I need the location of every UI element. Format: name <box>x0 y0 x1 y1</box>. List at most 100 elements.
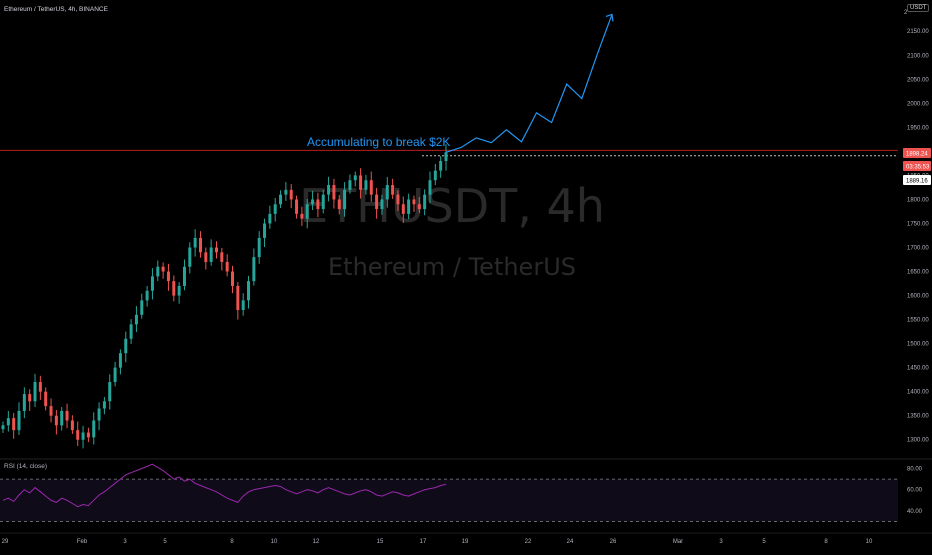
candle-body <box>28 394 32 402</box>
candle-body <box>204 252 208 262</box>
currency-badge[interactable]: USDT <box>907 4 930 12</box>
x-tick-label: Mar <box>673 539 683 545</box>
x-tick-label: 3 <box>123 539 127 545</box>
candle-body <box>172 281 176 296</box>
y-tick-label: 2050.00 <box>907 77 929 83</box>
x-tick-label: 15 <box>377 539 384 545</box>
candle-body <box>247 281 251 301</box>
candle-body <box>17 410 21 431</box>
rsi-tick-label: 80.00 <box>907 466 923 472</box>
candle-body <box>348 180 352 190</box>
x-tick-label: 5 <box>762 539 766 545</box>
candle-body <box>113 367 117 383</box>
candle-body <box>343 189 347 210</box>
candle-body <box>268 213 272 224</box>
candle-body <box>295 199 299 214</box>
candle-body <box>305 204 309 219</box>
countdown-badge-bg <box>903 161 931 171</box>
candle-body <box>257 237 261 258</box>
candle-body <box>273 204 277 214</box>
candle-body <box>182 266 186 286</box>
candle-body <box>236 285 240 310</box>
candle-body <box>417 204 421 210</box>
candle-body <box>22 394 26 411</box>
candle-body <box>391 185 395 195</box>
candle-body <box>134 314 138 325</box>
projection-arrowhead <box>605 13 614 22</box>
candle-body <box>396 194 400 205</box>
candle-body <box>12 418 16 431</box>
y-tick-label: 1500.00 <box>907 342 929 348</box>
candle-body <box>316 199 320 210</box>
x-tick-label: 10 <box>271 539 278 545</box>
candle-body <box>252 257 256 282</box>
candle-body <box>44 391 48 407</box>
candle-body <box>145 290 149 301</box>
candle-body <box>439 160 443 171</box>
candle-body <box>1 425 5 430</box>
x-tick-label: Feb <box>77 539 88 545</box>
candle-body <box>369 180 373 195</box>
x-tick-label: 29 <box>2 539 9 545</box>
candle-body <box>423 194 427 210</box>
candle-body <box>284 189 288 195</box>
level-price-badge: 1889.16 <box>906 179 928 185</box>
candle-body <box>332 185 336 200</box>
candle-body <box>321 194 325 210</box>
candle-body <box>60 410 64 426</box>
candle-body <box>177 285 181 296</box>
candle-body <box>102 401 106 409</box>
annotation-text: Accumulating to break $2K <box>307 135 450 149</box>
candle-body <box>263 223 267 238</box>
level-price-badge-bg <box>903 175 931 185</box>
candle-body <box>444 152 448 161</box>
candle-body <box>188 247 192 267</box>
candle-body <box>428 180 432 195</box>
candle-body <box>359 175 363 190</box>
candle-body <box>231 271 235 286</box>
candle-body <box>300 213 304 219</box>
candle-body <box>33 382 37 402</box>
candle-body <box>86 432 90 438</box>
candle-body <box>124 338 128 354</box>
x-tick-label: 24 <box>567 539 574 545</box>
candle-body <box>327 185 331 195</box>
candle-body <box>156 266 160 277</box>
x-tick-label: 26 <box>610 539 617 545</box>
x-tick-label: 5 <box>163 539 167 545</box>
candle-body <box>129 324 133 339</box>
last-price-badge-bg <box>903 148 931 158</box>
rsi-tick-label: 40.00 <box>907 509 923 515</box>
candle-body <box>92 420 96 438</box>
candle-body <box>198 237 202 253</box>
y-tick-label-partial: 2 <box>904 10 908 16</box>
x-tick-label: 17 <box>420 539 427 545</box>
projection-path <box>445 14 613 153</box>
candle-body <box>225 261 229 272</box>
rsi-line <box>2 463 447 508</box>
candle-body <box>161 266 165 272</box>
candle-body <box>385 185 389 200</box>
x-tick-label: 12 <box>313 539 320 545</box>
candle-body <box>38 382 42 392</box>
y-tick-label: 2000.00 <box>907 101 929 107</box>
y-tick-label: 1550.00 <box>907 318 929 324</box>
candle-body <box>289 189 293 200</box>
candle-body <box>54 415 58 426</box>
y-tick-label: 1950.00 <box>907 125 929 131</box>
candle-body <box>407 199 411 214</box>
y-tick-label: 1400.00 <box>907 390 929 396</box>
candle-body <box>193 237 197 248</box>
rsi-tick-label: 60.00 <box>907 488 923 494</box>
candle-body <box>49 406 53 416</box>
candle-body <box>364 180 368 190</box>
y-tick-label: 1750.00 <box>907 221 929 227</box>
y-tick-label: 2100.00 <box>907 53 929 59</box>
rsi-title: RSI (14, close) <box>4 463 47 470</box>
candle-body <box>311 199 315 205</box>
countdown-badge: 03:35:53 <box>906 165 930 171</box>
x-tick-label: 8 <box>230 539 234 545</box>
x-tick-label: 10 <box>866 539 873 545</box>
